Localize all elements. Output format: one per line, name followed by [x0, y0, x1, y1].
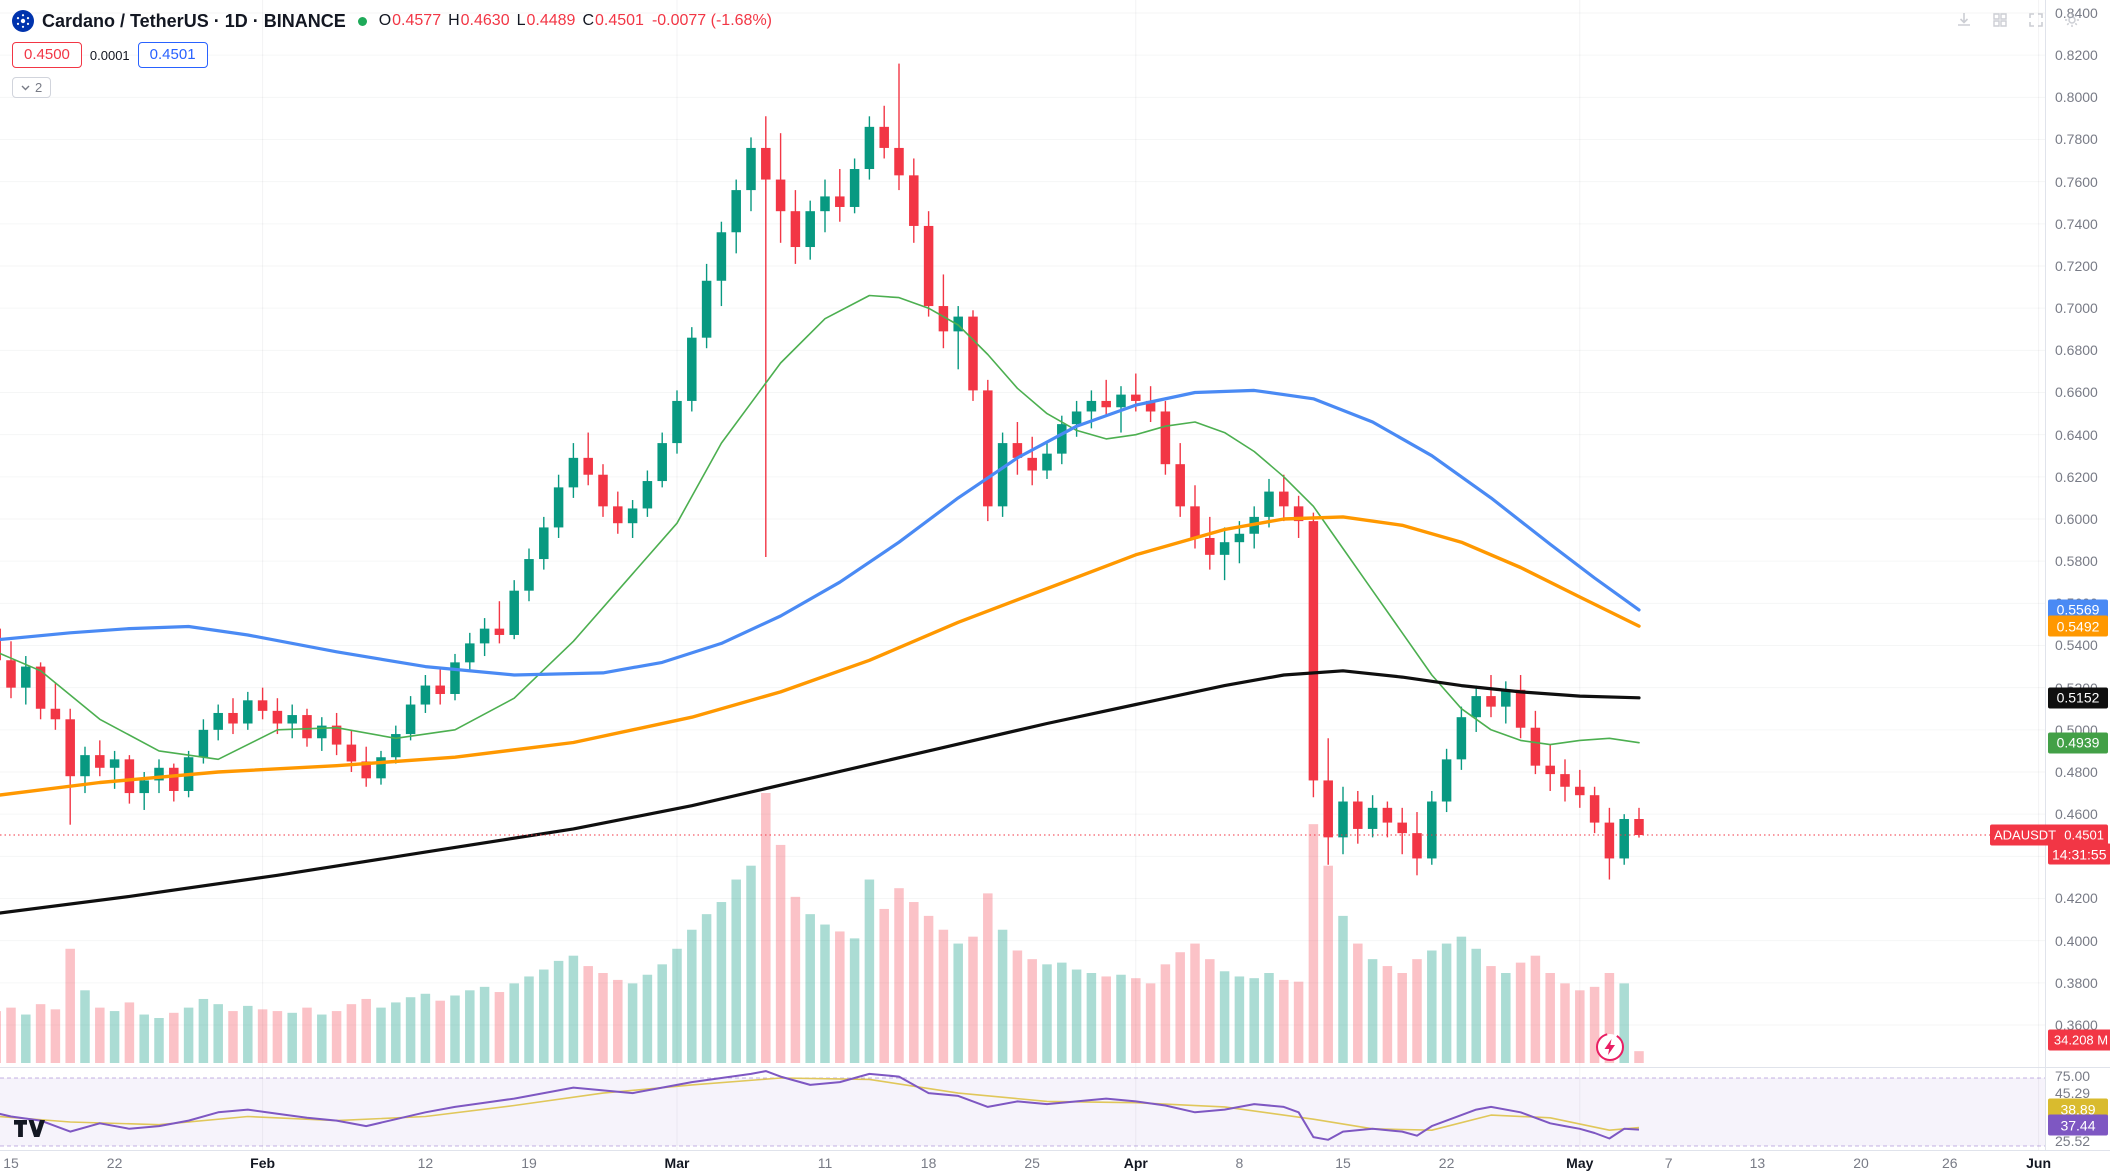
price-tick-label: 0.7000	[2055, 300, 2098, 317]
rsi-mid-level-label: 45.29	[2055, 1085, 2091, 1101]
price-change: -0.0077 (-1.68%)	[651, 12, 772, 29]
time-tick-label: 11	[817, 1155, 833, 1171]
time-tick-label: Jun	[2026, 1155, 2052, 1171]
time-tick-label: 7	[1664, 1155, 1673, 1171]
rsi-line	[0, 1070, 1640, 1141]
time-axis[interactable]: 15 22 Feb 12 19 Mar 11 18 25 Apr 8 15 22 May 7 13 20 26 Ju…	[0, 1151, 2110, 1176]
price-tick-label: 0.6200	[2055, 468, 2098, 485]
price-tick-label: 0.8200	[2055, 47, 2098, 64]
price-tick-label: 0.8000	[2055, 89, 2098, 106]
price-axis[interactable]: 0.8400 0.8200 0.8000 0.7800 0.7600 0.7400 0.72…	[2046, 0, 2110, 1150]
time-tick-label: 25	[1024, 1155, 1040, 1171]
symbol-title[interactable]: Cardano / TetherUS · 1D · BINANCE	[42, 10, 346, 31]
spread-value: 0.0001	[89, 47, 130, 63]
ma-line-black	[0, 669, 1641, 915]
collapse-count: 2	[35, 80, 43, 95]
cardano-logo-icon	[12, 10, 34, 32]
close-label: C	[582, 12, 594, 29]
layout-grid-icon[interactable]	[1988, 8, 2012, 32]
ma-line-blue	[0, 388, 1641, 677]
time-tick-label: 26	[1942, 1155, 1958, 1171]
indicators-collapse-button[interactable]: 2	[12, 77, 52, 98]
rsi-ma-line	[0, 1077, 1640, 1131]
high-label: H	[448, 12, 460, 29]
time-tick-label: 15	[1335, 1155, 1351, 1171]
price-tick-label: 0.4600	[2055, 806, 2098, 823]
price-tick-label: 0.6400	[2055, 426, 2098, 443]
pane-controls	[1952, 8, 2084, 32]
gridlines	[262, 0, 2040, 1150]
time-tick-label: Feb	[250, 1155, 276, 1171]
candle-countdown-badge: 14:31:55	[2048, 843, 2110, 865]
tradingview-logo[interactable]	[14, 1120, 48, 1142]
volume-bars	[0, 793, 1644, 1063]
chart-header: Cardano / TetherUS · 1D · BINANCE O0.457…	[12, 8, 772, 98]
market-status-dot[interactable]	[357, 16, 367, 26]
price-tick-label: 0.7600	[2055, 173, 2098, 190]
rsi-value-badge: 37.44	[2048, 1114, 2108, 1136]
symbol-row: Cardano / TetherUS · 1D · BINANCE O0.457…	[12, 8, 772, 34]
buy-button[interactable]: 0.4501	[137, 42, 208, 68]
low-value: 0.4489	[526, 12, 576, 29]
price-tick-label: 0.5800	[2055, 553, 2098, 570]
maximize-pane-icon[interactable]	[2024, 8, 2048, 32]
last-price-symbol: ADAUSDT	[1994, 827, 2057, 843]
trade-panel: 0.4500 0.0001 0.4501	[12, 42, 772, 68]
price-tick-label: 0.6800	[2055, 342, 2098, 359]
time-tick-label: May	[1566, 1155, 1594, 1171]
rsi-pane	[0, 1070, 2045, 1147]
price-tick-label: 0.6600	[2055, 384, 2098, 401]
time-tick-label: 13	[1749, 1155, 1766, 1171]
ma-line-green	[0, 294, 1640, 761]
price-tick-label: 0.8400	[2055, 5, 2098, 21]
ma-badge-green: 0.4939	[2048, 732, 2108, 754]
last-price-value: 0.4501	[2064, 827, 2104, 843]
ohlc-readout: O0.4577 H0.4630 L0.4489 C0.4501 -0.0077 …	[379, 12, 772, 30]
price-tick-label: 0.4200	[2055, 890, 2098, 907]
sell-button[interactable]: 0.4500	[12, 42, 82, 68]
rsi-upper-level-label: 75.00	[2055, 1068, 2091, 1084]
open-label: O	[378, 12, 392, 29]
price-tick-label: 0.7200	[2055, 257, 2098, 274]
volume-badge: 34.208 M	[2048, 1029, 2110, 1051]
time-tick-label: 20	[1853, 1155, 1869, 1171]
time-tick-label: 8	[1235, 1155, 1244, 1171]
price-tick-label: 0.4800	[2055, 763, 2098, 780]
last-price-badge: ADAUSDT 0.4501	[1990, 824, 2108, 846]
time-tick-label: 18	[920, 1155, 937, 1171]
download-icon[interactable]	[1952, 8, 1976, 32]
ma-badge-orange: 0.5492	[2048, 615, 2108, 637]
close-value: 0.4501	[595, 12, 644, 29]
price-tick-label: 0.3800	[2055, 974, 2098, 991]
ma-line-orange	[0, 515, 1641, 797]
price-tick-label: 0.4000	[2055, 932, 2098, 949]
plot-area[interactable]	[0, 0, 2045, 1150]
time-tick-label: 22	[1438, 1155, 1455, 1171]
high-value: 0.4630	[460, 12, 510, 29]
flash-boost-button[interactable]	[1595, 1032, 1625, 1062]
chevron-down-icon	[21, 85, 30, 91]
candles	[0, 63, 1644, 880]
ma-badge-black: 0.5152	[2048, 687, 2108, 709]
settings-gear-icon[interactable]	[2060, 8, 2084, 32]
price-tick-label: 0.6000	[2055, 510, 2098, 527]
price-tick-label: 0.5400	[2055, 637, 2098, 654]
price-tick-label: 0.7400	[2055, 215, 2098, 232]
collapse-row: 2	[12, 77, 772, 98]
time-tick-label: 15	[3, 1155, 19, 1171]
time-tick-label: Mar	[664, 1155, 690, 1171]
time-tick-label: 22	[106, 1155, 123, 1171]
price-tick-label: 0.3600	[2055, 1016, 2098, 1033]
time-tick-label: Apr	[1123, 1155, 1148, 1171]
rsi-lower-level-label: 25.52	[2055, 1133, 2091, 1149]
time-tick-label: 19	[521, 1155, 537, 1171]
price-tick-label: 0.7800	[2055, 131, 2098, 148]
open-value: 0.4577	[392, 12, 442, 29]
time-tick-label: 12	[417, 1155, 434, 1171]
low-label: L	[516, 12, 526, 29]
ma-badge-blue: 0.5569	[2048, 599, 2108, 621]
rsi-ma-badge: 38.89	[2048, 1098, 2108, 1120]
